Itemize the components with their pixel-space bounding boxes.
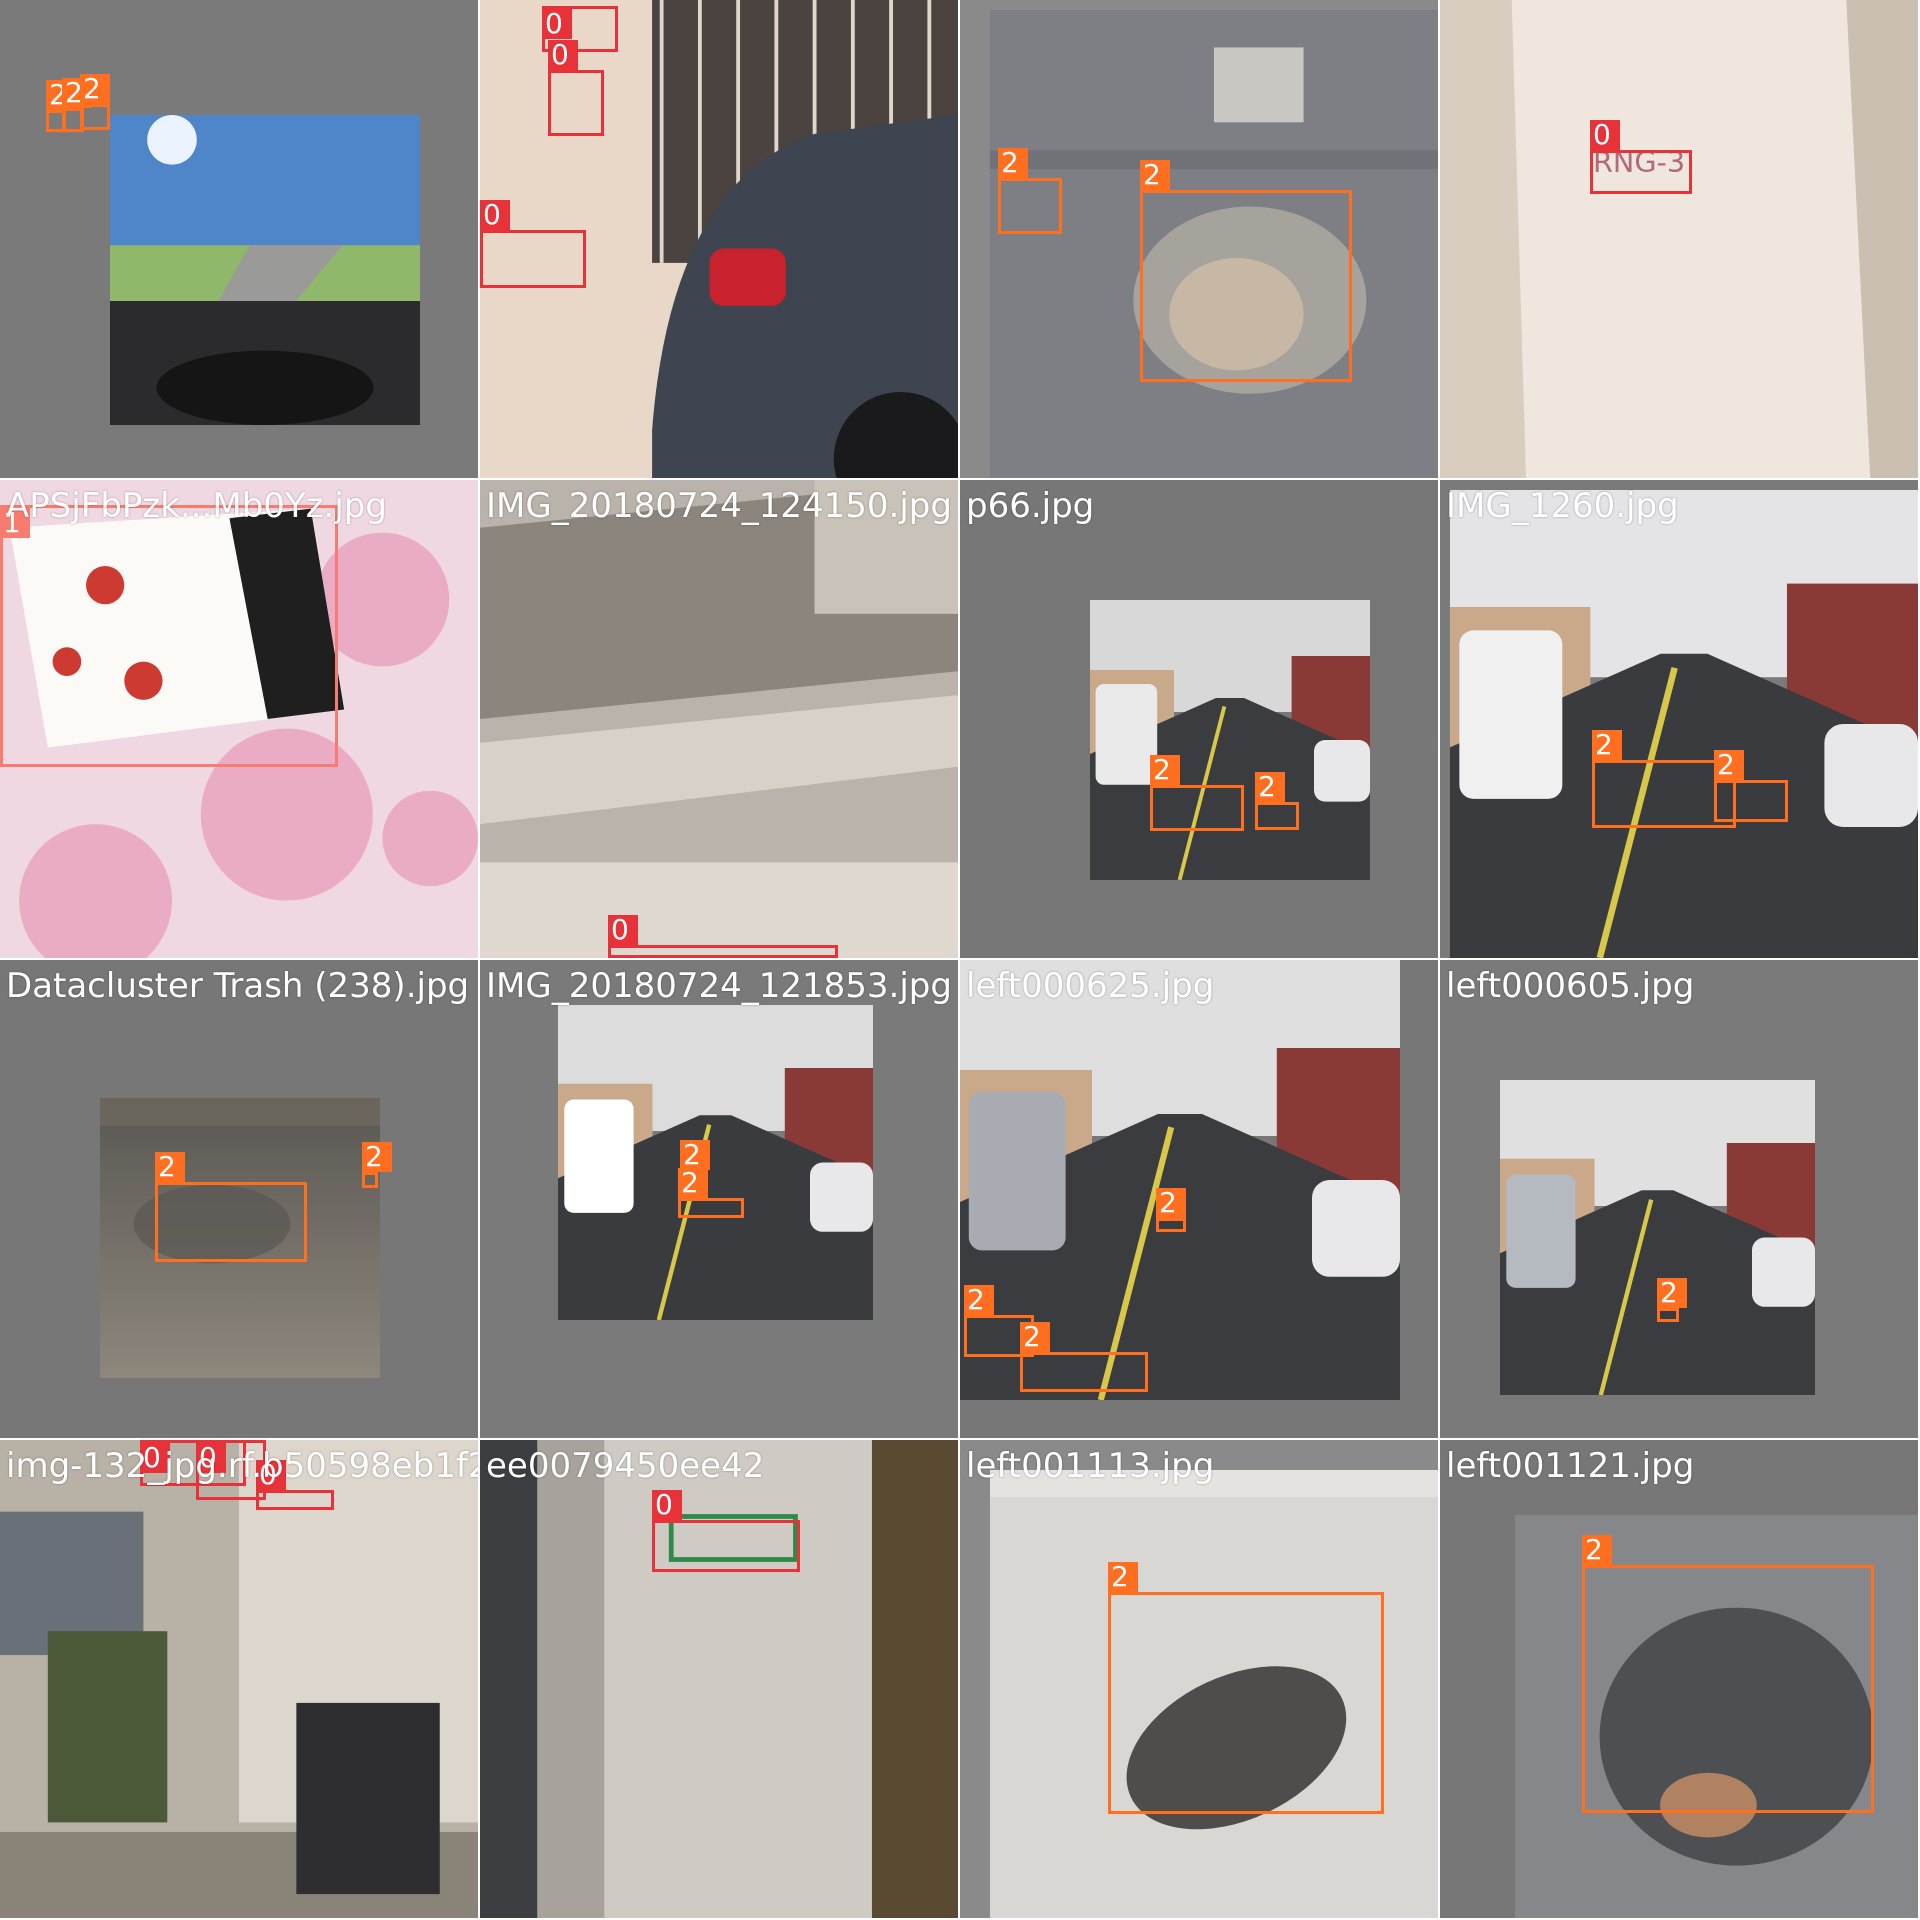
detection-box: 2 <box>155 1152 307 1262</box>
tile-photo <box>480 480 958 958</box>
class-label-tag: 0 <box>1590 120 1620 150</box>
tile-filename: APSjFbPzk...Mb0Yz.jpg <box>6 486 387 526</box>
class-label-tag: 0 <box>196 1443 226 1473</box>
class-label-tag: 0 <box>548 40 578 70</box>
detection-box: 2 <box>1156 1188 1186 1232</box>
class-label-tag: 2 <box>1156 1188 1186 1218</box>
detection-box: 0 <box>1590 120 1692 194</box>
detection-box: 2 <box>362 1142 392 1188</box>
detection-box: 0 <box>608 915 838 958</box>
class-label-tag: 2 <box>1020 1322 1050 1352</box>
tile-filename: img-132_jpg.rf.b50598eb1f2... <box>6 1446 478 1486</box>
detection-box: 2 <box>1592 730 1736 828</box>
class-label-tag: 2 <box>1657 1278 1687 1308</box>
mosaic-tile: p66.jpg 2 2 <box>960 480 1438 958</box>
tile-photo <box>990 1470 1438 1918</box>
class-label-tag: 2 <box>1582 1535 1612 1565</box>
detection-box: 0 <box>480 200 586 288</box>
detection-box: 0 <box>140 1440 246 1486</box>
tile-filename: left000625.jpg <box>966 966 1215 1006</box>
tile-photo <box>0 480 478 958</box>
class-label-tag: 2 <box>998 148 1028 178</box>
detection-box: 2 <box>1140 160 1352 382</box>
detection-box: 1 <box>0 505 338 767</box>
class-label-tag: 0 <box>608 915 638 945</box>
detection-box: 0 <box>652 1490 800 1572</box>
tile-filename: Datacluster Trash (238).jpg <box>6 966 470 1006</box>
class-label-tag: 0 <box>542 9 572 39</box>
mosaic-tile: Datacluster Trash (238).jpg 2 2 <box>0 960 478 1438</box>
class-label-tag: 2 <box>678 1168 708 1198</box>
class-label-tag: 2 <box>1714 750 1744 780</box>
mosaic-tile: img-132_jpg.rf.b50598eb1f2... 0 0 0 <box>0 1440 478 1918</box>
tile-filename: IMG_20180724_121853.jpg <box>486 966 952 1006</box>
mosaic-tile: RNG-3 0 <box>1440 0 1918 478</box>
tile-filename: ee0079450ee42 <box>486 1446 765 1486</box>
detection-box: 2 <box>80 74 110 130</box>
detection-box: 2 <box>1150 755 1244 831</box>
tile-photo <box>100 1098 380 1378</box>
tile-photo <box>0 1440 478 1918</box>
mosaic-tile: IMG_20180724_121853.jpg 2 2 <box>480 960 958 1438</box>
mosaic-tile: IMG_1260.jpg 2 2 <box>1440 480 1918 958</box>
detection-box: 0 <box>256 1460 334 1510</box>
detection-box: 2 <box>964 1285 1034 1357</box>
mosaic-tile: APSjFbPzk...Mb0Yz.jpg 1 <box>0 480 478 958</box>
class-label-tag: 0 <box>480 200 510 230</box>
tile-photo <box>1090 600 1370 880</box>
detection-box: 2 <box>678 1168 744 1218</box>
detection-box: 2 <box>1255 772 1299 830</box>
mosaic-tile: left000605.jpg 2 <box>1440 960 1918 1438</box>
mosaic-tile: left000625.jpg 2 2 2 <box>960 960 1438 1438</box>
tile-photo <box>558 1005 873 1320</box>
tile-photo <box>960 960 1400 1400</box>
tile-photo: RNG-3 <box>1440 0 1918 478</box>
tile-filename: IMG_1260.jpg <box>1446 486 1679 526</box>
mosaic-tile: left001121.jpg 2 <box>1440 1440 1918 1918</box>
class-label-tag: 2 <box>80 74 110 104</box>
mosaic-tile: ee0079450ee42 0 <box>480 1440 958 1918</box>
tile-photo <box>480 1440 958 1918</box>
detection-box: 2 <box>998 148 1062 234</box>
tile-photo <box>990 10 1438 478</box>
detection-box: 2 <box>1657 1278 1687 1322</box>
tile-filename: left000605.jpg <box>1446 966 1695 1006</box>
class-label-tag: 2 <box>1150 755 1180 785</box>
class-label-tag: 2 <box>1140 160 1170 190</box>
class-label-tag: 2 <box>964 1285 994 1315</box>
class-label-tag: 2 <box>1255 772 1285 802</box>
detection-box: 2 <box>1020 1322 1148 1392</box>
class-label-tag: 0 <box>140 1443 170 1473</box>
detection-box: 2 <box>1714 750 1788 822</box>
detection-box: 2 <box>1582 1535 1874 1813</box>
class-label-tag: 0 <box>652 1490 682 1520</box>
class-label-tag: 0 <box>256 1460 286 1490</box>
class-label-tag: 2 <box>1108 1562 1138 1592</box>
tile-photo <box>480 0 958 478</box>
class-label-tag: 2 <box>362 1142 392 1172</box>
tile-photo <box>110 115 420 425</box>
tile-photo <box>1450 490 1918 958</box>
tile-filename: left001113.jpg <box>966 1446 1215 1486</box>
detection-box: 0 <box>548 40 604 136</box>
class-label-tag: 2 <box>1592 730 1622 760</box>
detection-box: 0 <box>196 1440 266 1500</box>
tile-photo <box>1500 1080 1815 1395</box>
mosaic-tile: IMG_20180724_124150.jpg 0 <box>480 480 958 958</box>
class-label-tag: 2 <box>680 1140 710 1170</box>
tile-filename: p66.jpg <box>966 486 1095 526</box>
detection-box: 0 <box>542 6 618 52</box>
tile-filename: left001121.jpg <box>1446 1446 1695 1486</box>
class-label-tag: 2 <box>155 1152 185 1182</box>
class-label-tag: 1 <box>0 508 30 538</box>
detection-box: 2 <box>1108 1562 1384 1814</box>
mosaic-tile: left001113.jpg 2 <box>960 1440 1438 1918</box>
tile-filename: IMG_20180724_124150.jpg <box>486 486 952 526</box>
